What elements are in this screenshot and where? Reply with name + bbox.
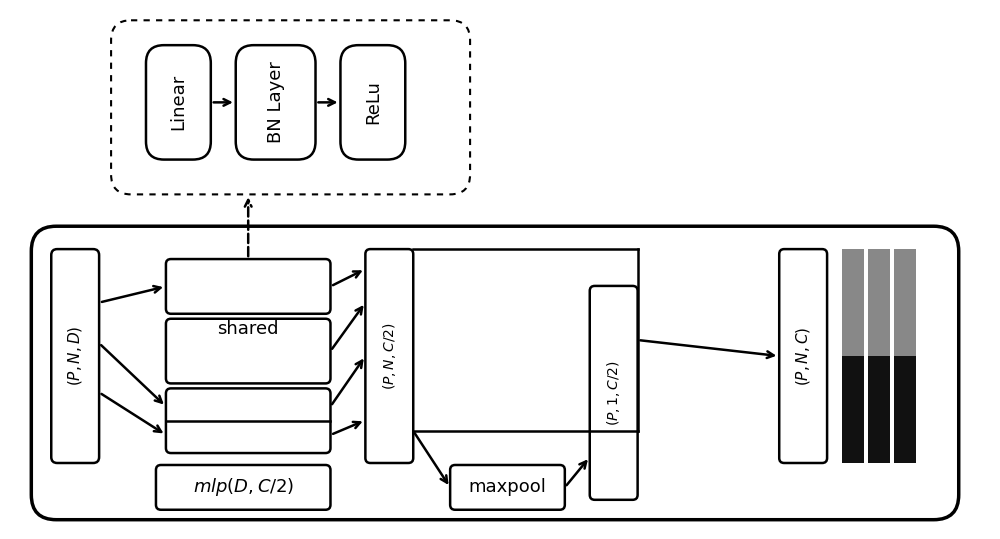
FancyBboxPatch shape bbox=[166, 389, 330, 453]
FancyBboxPatch shape bbox=[365, 249, 413, 463]
Text: BN Layer: BN Layer bbox=[267, 61, 285, 143]
Text: $(P, N, C)$: $(P, N, C)$ bbox=[794, 326, 812, 386]
Bar bbox=[894, 249, 916, 356]
FancyBboxPatch shape bbox=[779, 249, 827, 463]
Bar bbox=[894, 356, 916, 463]
Text: ReLu: ReLu bbox=[364, 80, 382, 125]
FancyBboxPatch shape bbox=[166, 319, 330, 383]
Text: Linear: Linear bbox=[169, 74, 187, 130]
FancyBboxPatch shape bbox=[111, 20, 470, 195]
Text: $(P, N, D)$: $(P, N, D)$ bbox=[66, 326, 84, 386]
FancyBboxPatch shape bbox=[146, 45, 211, 160]
FancyBboxPatch shape bbox=[51, 249, 99, 463]
Text: $(P, N, C/2)$: $(P, N, C/2)$ bbox=[381, 322, 398, 390]
FancyBboxPatch shape bbox=[156, 465, 330, 510]
Text: $(P, 1, C/2)$: $(P, 1, C/2)$ bbox=[605, 360, 622, 426]
Text: shared: shared bbox=[217, 320, 278, 338]
FancyBboxPatch shape bbox=[340, 45, 405, 160]
Bar bbox=[842, 249, 864, 356]
Text: $\mathit{mlp}(D, C/2)$: $\mathit{mlp}(D, C/2)$ bbox=[193, 476, 294, 499]
FancyBboxPatch shape bbox=[450, 465, 565, 510]
FancyBboxPatch shape bbox=[31, 226, 959, 520]
Bar bbox=[868, 356, 890, 463]
Text: maxpool: maxpool bbox=[469, 479, 546, 496]
Bar bbox=[868, 249, 890, 356]
FancyBboxPatch shape bbox=[236, 45, 316, 160]
FancyBboxPatch shape bbox=[590, 286, 638, 500]
FancyBboxPatch shape bbox=[166, 259, 330, 314]
Bar bbox=[842, 356, 864, 463]
